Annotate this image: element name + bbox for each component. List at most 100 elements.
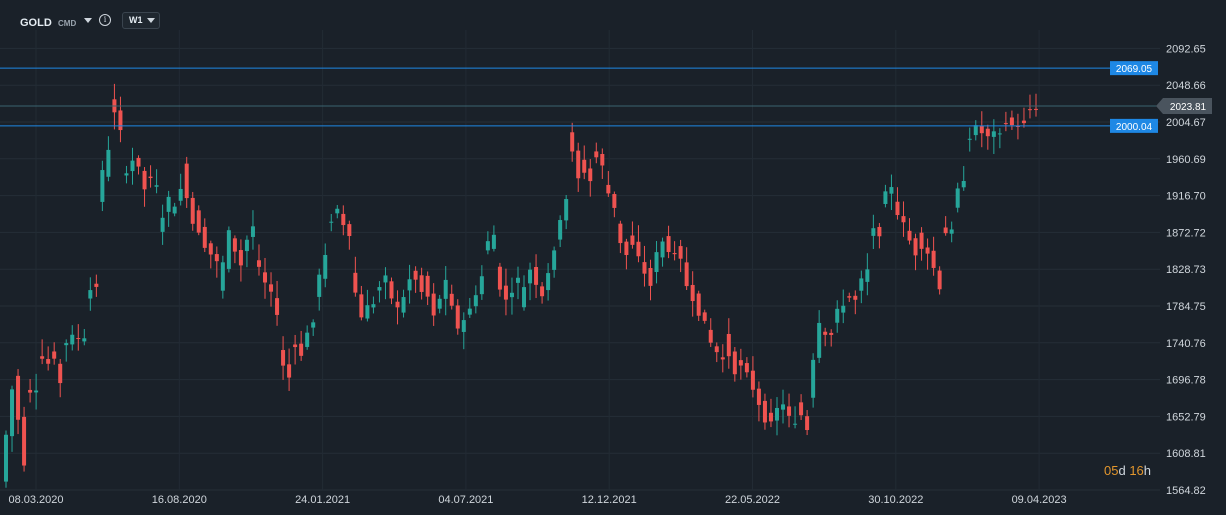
price-axis[interactable]: 2092.65 2048.66 2004.67 1960.69 1916.70 1872.… bbox=[1166, 43, 1206, 497]
candle-body bbox=[58, 363, 63, 384]
candle-body bbox=[991, 131, 996, 137]
candle-body bbox=[1009, 117, 1014, 126]
candle-body bbox=[618, 223, 623, 244]
info-icon[interactable]: i bbox=[99, 14, 111, 26]
candle-body bbox=[750, 370, 755, 390]
candle-body bbox=[485, 241, 490, 251]
category-label: CMD bbox=[58, 19, 77, 28]
candle-body bbox=[70, 334, 75, 345]
candle-body bbox=[178, 188, 183, 201]
candle-body bbox=[76, 338, 81, 340]
candle-body bbox=[431, 293, 436, 316]
candle-body bbox=[202, 226, 207, 248]
candle-body bbox=[106, 149, 111, 177]
candle-body bbox=[979, 125, 984, 134]
candle-body bbox=[461, 320, 466, 332]
candle-body bbox=[40, 356, 45, 359]
candle-body bbox=[82, 338, 87, 342]
candle-body bbox=[317, 274, 322, 297]
candle-body bbox=[269, 284, 274, 292]
candle-body bbox=[817, 322, 822, 358]
candle-body bbox=[497, 266, 502, 290]
candle-body bbox=[64, 343, 69, 346]
candle-body bbox=[1015, 125, 1020, 127]
candle-body bbox=[449, 293, 454, 306]
candle-body bbox=[726, 333, 731, 357]
candle-body bbox=[732, 351, 737, 375]
y-tick-label: 1696.78 bbox=[1166, 375, 1206, 387]
candle-body bbox=[275, 298, 280, 315]
candle-body bbox=[10, 389, 15, 437]
candle-body bbox=[281, 350, 286, 366]
candle-body bbox=[594, 151, 599, 158]
candle-body bbox=[877, 226, 882, 237]
horizontal-levels[interactable]: 2069.05 2000.04 2023.81 bbox=[0, 61, 1212, 133]
symbol-label[interactable]: GOLD bbox=[20, 17, 52, 29]
candle-body bbox=[208, 243, 213, 255]
candle-body bbox=[443, 279, 448, 299]
candle-body bbox=[16, 375, 21, 420]
candle-body bbox=[937, 270, 942, 290]
candle-body bbox=[552, 250, 557, 270]
candle-body bbox=[220, 262, 225, 291]
candle-body bbox=[841, 305, 846, 313]
countdown-days-unit: d bbox=[1118, 463, 1126, 478]
x-tick-label: 12.12.2021 bbox=[582, 494, 637, 506]
symbol-dropdown-chevron-icon[interactable] bbox=[84, 18, 92, 23]
candle-body bbox=[630, 235, 635, 245]
candle-body bbox=[600, 153, 605, 166]
candle-body bbox=[1003, 123, 1008, 125]
candle-body bbox=[395, 301, 400, 308]
candle-body bbox=[799, 402, 804, 416]
x-tick-label: 22.05.2022 bbox=[725, 494, 780, 506]
candle-body bbox=[985, 128, 990, 137]
candles-layer bbox=[4, 83, 1038, 488]
candle-body bbox=[479, 276, 484, 295]
candle-body bbox=[582, 159, 587, 173]
candle-body bbox=[522, 287, 527, 308]
candle-body bbox=[28, 389, 33, 393]
candle-body bbox=[714, 346, 719, 353]
candle-body bbox=[154, 185, 159, 187]
candle-body bbox=[244, 239, 249, 252]
candle-body bbox=[901, 216, 906, 223]
candle-body bbox=[455, 305, 460, 329]
candle-body bbox=[473, 295, 478, 307]
current-price-text: 2023.81 bbox=[1170, 102, 1207, 113]
level-price-tag[interactable] bbox=[1110, 61, 1158, 76]
candle-body bbox=[52, 351, 57, 359]
candle-body bbox=[88, 290, 93, 299]
candle-body bbox=[961, 180, 966, 188]
candle-body bbox=[913, 238, 918, 256]
time-axis[interactable]: 08.03.2020 16.08.2020 24.01.2021 04.07.2021… bbox=[8, 494, 1066, 506]
level-price-tag[interactable] bbox=[1110, 118, 1158, 133]
candle-body bbox=[22, 416, 27, 466]
current-price-tag bbox=[1156, 97, 1212, 114]
candle-body bbox=[226, 230, 231, 269]
x-tick-label: 16.08.2020 bbox=[152, 494, 207, 506]
y-tick-label: 1872.72 bbox=[1166, 227, 1206, 239]
candle-body bbox=[491, 234, 496, 249]
candle-body bbox=[666, 236, 671, 253]
candle-body bbox=[883, 191, 888, 204]
y-tick-label: 1564.82 bbox=[1166, 485, 1206, 497]
timeframe-chevron-down-icon bbox=[147, 18, 155, 23]
candle-body bbox=[919, 232, 924, 249]
candle-body bbox=[907, 230, 912, 241]
timeframe-select[interactable]: W1 bbox=[122, 12, 160, 29]
candle-body bbox=[94, 283, 99, 287]
candle-body bbox=[148, 176, 153, 179]
candle-body bbox=[124, 173, 129, 176]
candle-body bbox=[214, 254, 219, 262]
candle-body bbox=[606, 184, 611, 194]
candle-body bbox=[323, 254, 328, 279]
candle-body bbox=[293, 344, 298, 348]
candle-body bbox=[768, 412, 773, 422]
y-tick-label: 1784.75 bbox=[1166, 301, 1206, 313]
candle-body bbox=[955, 188, 960, 208]
candle-body bbox=[425, 275, 430, 297]
candle-body bbox=[787, 406, 792, 416]
grid-lines bbox=[0, 30, 1160, 491]
candle-body bbox=[835, 308, 840, 323]
